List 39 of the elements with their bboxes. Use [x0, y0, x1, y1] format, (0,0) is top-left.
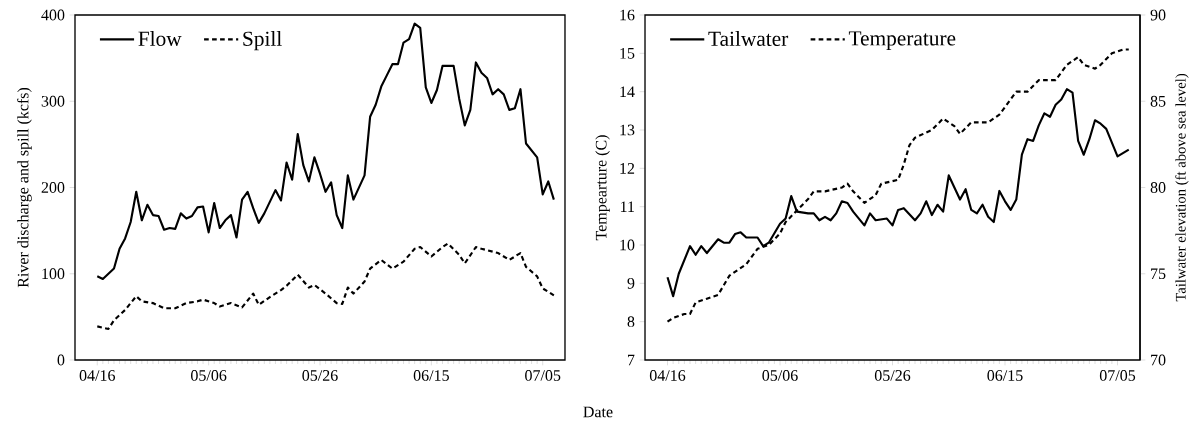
y-tick-label: 100 — [42, 268, 65, 280]
line-series — [96, 242, 555, 331]
y2-tick-label: 90 — [1150, 9, 1166, 21]
y-axis-title: River discharge and spill (kcfs) — [17, 87, 32, 288]
y-tick-label: 300 — [41, 95, 65, 107]
y-tick-label: 11 — [620, 201, 635, 212]
y-tick-label: 400 — [41, 9, 65, 21]
y-tick-label: 12 — [620, 163, 635, 174]
y-tick-label: 10 — [620, 239, 635, 251]
y-axis-title: Tempearture (C) — [595, 135, 610, 241]
x-tick-label: 05/06 — [191, 370, 227, 381]
y-tick-label: 13 — [620, 124, 635, 136]
y-tick-label: 14 — [620, 86, 635, 97]
x-tick-label: 06/15 — [987, 370, 1023, 381]
x-tick-label: 05/26 — [874, 370, 911, 381]
y-tick-label: 8 — [627, 316, 635, 328]
x-tick-label: 07/05 — [1099, 370, 1136, 381]
x-tick-label: 04/16 — [79, 370, 116, 381]
y-tick-label: 200 — [41, 182, 65, 193]
legend-label: Tailwater — [708, 30, 789, 46]
y-tick-label: 7 — [628, 354, 635, 366]
y2-axis-title: Tailwater elevation (ft above sea level) — [1175, 73, 1189, 302]
x-tick-label: 04/16 — [649, 370, 686, 381]
legend-label: Flow — [138, 30, 182, 46]
x-tick-label: 05/26 — [302, 370, 338, 381]
y-tick-label: 9 — [627, 277, 635, 289]
y2-tick-label: 80 — [1150, 182, 1166, 193]
x-tick-label: 05/06 — [762, 370, 798, 381]
y-tick-label: 16 — [620, 9, 635, 21]
y-tick-label: 0 — [57, 354, 65, 366]
y2-tick-label: 85 — [1150, 95, 1166, 107]
legend-label: Temperature — [848, 31, 956, 50]
x-axis-title: Date — [583, 406, 613, 418]
legend-label: Spill — [243, 30, 282, 51]
x-tick-label: 07/05 — [525, 370, 561, 381]
x-tick-label: 06/15 — [413, 370, 449, 381]
y2-tick-label: 75 — [1151, 268, 1166, 280]
y2-tick-label: 70 — [1151, 354, 1166, 366]
y-tick-label: 15 — [620, 47, 635, 59]
